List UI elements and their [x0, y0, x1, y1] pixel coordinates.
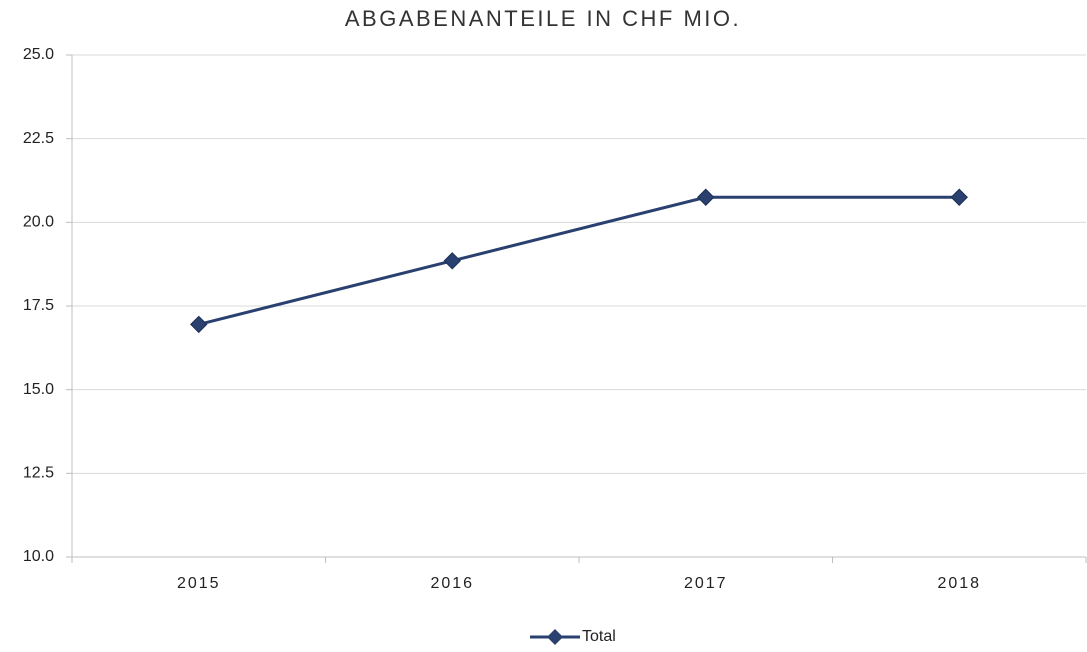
x-tick-label: 2015: [177, 575, 221, 592]
marker: [190, 315, 208, 334]
marker: [443, 252, 461, 270]
chart-title: ABGABENANTEILE IN CHF MIO.: [345, 6, 741, 31]
x-tick-label: 2018: [937, 575, 981, 592]
y-tick-label: 22.5: [23, 130, 54, 147]
line: [198, 195, 960, 326]
y-tick-label: 10.0: [23, 548, 54, 565]
legend-label: Total: [582, 628, 616, 645]
y-tick-label: 25.0: [23, 46, 54, 63]
marker: [697, 188, 715, 206]
x-tick-label: 2016: [430, 575, 474, 592]
y-tick-label: 12.5: [23, 465, 54, 482]
y-tick-label: 15.0: [23, 381, 54, 398]
x-tick-label: 2017: [684, 575, 728, 592]
y-tick-label: 17.5: [23, 297, 54, 314]
marker: [950, 188, 968, 206]
y-tick-label: 20.0: [23, 214, 54, 231]
legend-marker: [547, 629, 563, 645]
